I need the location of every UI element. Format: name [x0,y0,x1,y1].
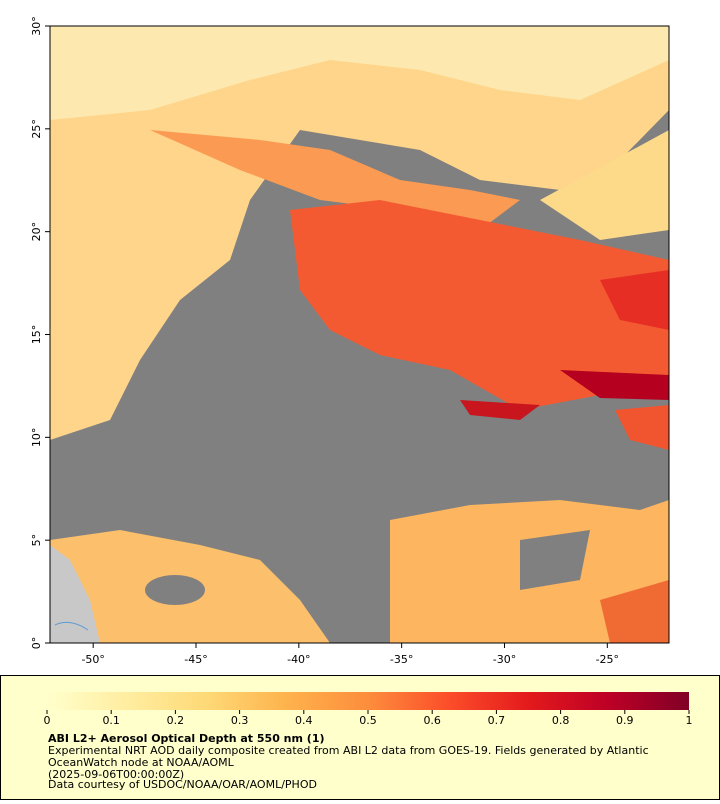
colorbar-tick-label: 0.9 [616,714,634,727]
y-tick-label: 20° [30,222,43,242]
y-tick-label: 15° [30,325,43,345]
colorbar-tick-label: 0.8 [552,714,570,727]
y-tick-label: 10° [30,428,43,448]
colorbar-tick-label: 0.1 [102,714,120,727]
y-tick-label: 0° [30,637,43,650]
colorbar-tick-label: 1 [686,714,693,727]
axes: -50° -45° -40° -35° -30° -25° 0° 5° 10° 15° 20° 25°… [30,16,619,666]
x-tick-label: -25° [596,653,619,666]
colorbar-tick-label: 0.4 [295,714,313,727]
colorbar-tick-label: 0 [44,714,51,727]
x-tick-label: -40° [287,653,310,666]
title: ABI L2+ Aerosol Optical Depth at 550 nm … [48,732,325,745]
colorbar-tick-label: 0.6 [423,714,441,727]
colorbar-tick-label: 0.7 [488,714,506,727]
colorbar-tick-label: 0.2 [167,714,185,727]
x-tick-label: -45° [184,653,207,666]
description: Experimental NRT AOD daily composite cre… [48,744,649,757]
x-tick-label: -35° [390,653,413,666]
x-tick-label: -30° [493,653,516,666]
y-tick-label: 25° [30,119,43,139]
map-raster [50,26,669,643]
colorbar-tick-label: 0.5 [359,714,377,727]
y-tick-label: 30° [30,16,43,36]
description: OceanWatch node at NOAA/AOML [48,756,235,769]
colorbar-ticks: 0 0.1 0.2 0.3 0.4 0.5 0.6 0.7 0.8 0.9 1 [44,710,693,727]
description: Data courtesy of USDOC/NOAA/OAR/AOML/PHO… [48,778,317,791]
x-tick-label: -50° [81,653,104,666]
colorbar [47,692,689,710]
colorbar-tick-label: 0.3 [231,714,249,727]
description: (2025-09-06T00:00:00Z) [48,768,184,781]
y-tick-label: 5° [30,534,43,547]
